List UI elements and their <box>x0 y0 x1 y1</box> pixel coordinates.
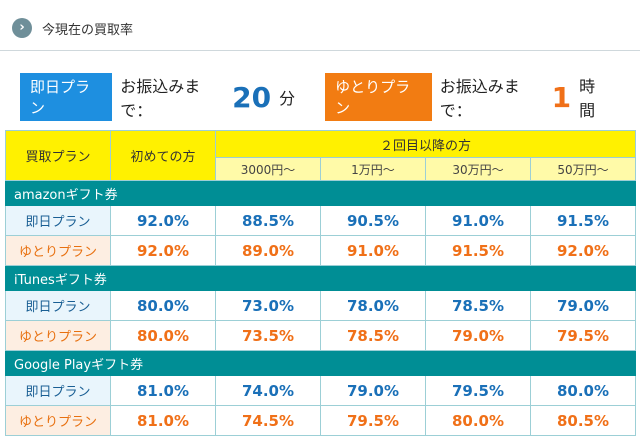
rate-cell: 78.0% <box>320 290 426 321</box>
plan-text: お振込みまで： <box>439 77 520 120</box>
rate-cell: 91.0% <box>425 205 531 236</box>
rate-cell: 74.5% <box>215 405 321 436</box>
rate-cell: 92.0% <box>110 205 216 236</box>
rate-cell: 73.5% <box>215 320 321 351</box>
plan-cell: ゆとりプラン <box>5 320 111 351</box>
section-name: Google Playギフト券 <box>5 350 636 376</box>
rate-cell: 92.0% <box>530 235 636 266</box>
plan-cell: 即日プラン <box>5 205 111 236</box>
section-row: iTunesギフト券 <box>5 265 636 291</box>
col-header: 買取プラン <box>5 130 111 181</box>
rate-row: 即日プラン 80.0% 73.0% 78.0% 78.5% 79.0% <box>5 290 636 321</box>
sub-header: 1万円～ <box>320 157 426 181</box>
rate-cell: 81.0% <box>110 375 216 406</box>
rate-cell: 79.0% <box>320 375 426 406</box>
rate-cell: 80.0% <box>110 320 216 351</box>
rate-row: ゆとりプラン 92.0% 89.0% 91.0% 91.5% 92.0% <box>5 235 636 266</box>
rate-cell: 91.5% <box>425 235 531 266</box>
rate-cell: 80.0% <box>425 405 531 436</box>
rate-cell: 79.5% <box>530 320 636 351</box>
sub-header: 50万円～ <box>530 157 636 181</box>
rate-cell: 79.5% <box>425 375 531 406</box>
rate-cell: 88.5% <box>215 205 321 236</box>
rate-cell: 81.0% <box>110 405 216 436</box>
plan-number: 1 <box>551 80 572 114</box>
subheader-row: 3000円～ 1万円～ 30万円～ 50万円～ <box>6 157 636 181</box>
rate-cell: 80.5% <box>530 405 636 436</box>
plan-number: 20 <box>232 80 272 114</box>
rate-cell: 91.5% <box>530 205 636 236</box>
header-title: 今現在の買取率 <box>42 23 134 38</box>
rate-cell: 92.0% <box>110 235 216 266</box>
rate-cell: 79.0% <box>425 320 531 351</box>
plan-badge: ゆとりプラン <box>325 73 432 121</box>
col-group-header: ２回目以降の方 <box>215 130 636 158</box>
rate-row: ゆとりプラン 80.0% 73.5% 78.5% 79.0% 79.5% <box>5 320 636 351</box>
rate-cell: 79.5% <box>320 405 426 436</box>
header-row: 買取プラン 初めての方 ２回目以降の方 <box>5 130 636 181</box>
rate-cell: 80.0% <box>110 290 216 321</box>
plan-text: お振込みまで： <box>120 77 201 120</box>
rate-cell: 78.5% <box>320 320 426 351</box>
rate-cell: 74.0% <box>215 375 321 406</box>
plan-badge: 即日プラン <box>20 73 113 121</box>
plans: 即日プラン お振込みまで： 20 分ゆとりプラン お振込みまで： 1 時間 <box>20 73 640 121</box>
rate-cell: 91.0% <box>320 235 426 266</box>
rate-row: 即日プラン 92.0% 88.5% 90.5% 91.0% 91.5% <box>5 205 636 236</box>
sub-header: 30万円～ <box>425 157 531 181</box>
section-name: iTunesギフト券 <box>5 265 636 291</box>
rate-cell: 80.0% <box>530 375 636 406</box>
section-name: amazonギフト券 <box>5 180 636 206</box>
plan-cell: ゆとりプラン <box>5 405 111 436</box>
rate-cell: 90.5% <box>320 205 426 236</box>
chevron-icon[interactable]: › <box>12 18 32 38</box>
rate-row: ゆとりプラン 81.0% 74.5% 79.5% 80.0% 80.5% <box>5 405 636 436</box>
header: › 今現在の買取率 <box>0 0 640 51</box>
table-body: 買取プラン 初めての方 ２回目以降の方 3000円～ 1万円～ 30万円～ 50万円～ ama… <box>5 130 636 436</box>
plan-cell: 即日プラン <box>5 290 111 321</box>
plan-unit: 時間 <box>579 77 596 120</box>
col-header: 初めての方 <box>110 130 216 181</box>
section-row: amazonギフト券 <box>5 180 636 206</box>
plan-unit: 分 <box>279 89 296 108</box>
rate-cell: 79.0% <box>530 290 636 321</box>
plan-cell: ゆとりプラン <box>5 235 111 266</box>
rate-cell: 73.0% <box>215 290 321 321</box>
section-row: Google Playギフト券 <box>5 350 636 376</box>
rate-cell: 78.5% <box>425 290 531 321</box>
plan-cell: 即日プラン <box>5 375 111 406</box>
rate-cell: 89.0% <box>215 235 321 266</box>
rate-table: 買取プラン 初めての方 ２回目以降の方 3000円～ 1万円～ 30万円～ 50万円～ ama… <box>5 130 636 436</box>
rate-row: 即日プラン 81.0% 74.0% 79.0% 79.5% 80.0% <box>5 375 636 406</box>
sub-header: 3000円～ <box>215 157 321 181</box>
